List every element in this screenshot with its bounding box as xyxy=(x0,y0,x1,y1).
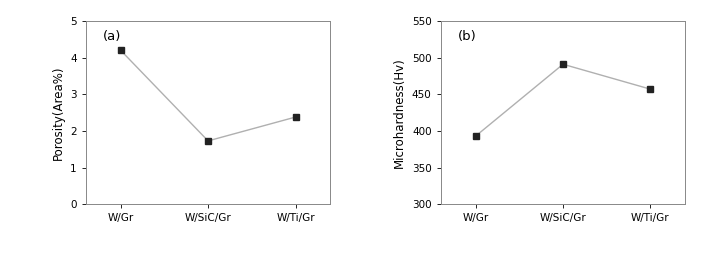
Text: (a): (a) xyxy=(103,30,121,43)
Y-axis label: Microhardness(Hv): Microhardness(Hv) xyxy=(393,57,406,168)
Y-axis label: Porosity(Area%): Porosity(Area%) xyxy=(51,66,64,160)
Text: (b): (b) xyxy=(458,30,476,43)
